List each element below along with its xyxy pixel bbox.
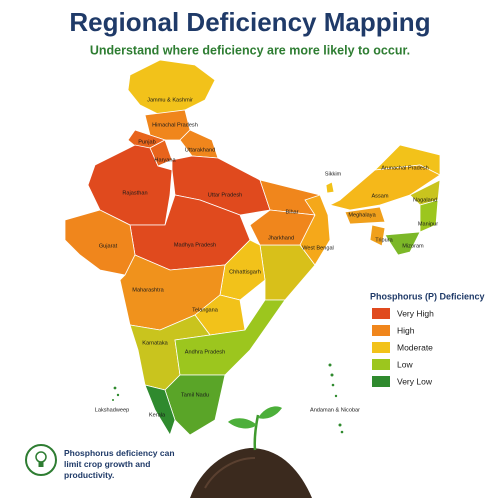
note-text: Phosphorus deficiency can limit crop gro…	[64, 448, 175, 480]
state-label: Chhattisgarh	[229, 269, 261, 275]
legend-label: Very Low	[397, 376, 433, 386]
state-label: Andaman & Nicobar	[310, 407, 360, 413]
regions: Jammu & Kashmir Himachal Pradesh Punjab Har…	[64, 59, 441, 436]
state-region	[325, 181, 335, 194]
state-region	[144, 384, 176, 436]
state-label: Jharkhand	[268, 235, 294, 241]
state-label: Tamil Nadu	[181, 392, 209, 398]
state-region	[171, 155, 271, 216]
state-label: Madhya Pradesh	[174, 242, 216, 248]
state-region	[87, 144, 173, 226]
legend-box	[364, 286, 490, 392]
state-label: Karnataka	[142, 340, 168, 346]
state-region	[419, 199, 439, 233]
state-region	[369, 224, 386, 247]
state-label: Meghalaya	[348, 212, 376, 218]
state-label: Lakshadweep	[95, 407, 130, 413]
state-region	[299, 194, 331, 266]
legend-swatch	[372, 359, 390, 370]
legend-label: Low	[397, 359, 413, 369]
state-region	[179, 129, 219, 159]
legend-swatch	[372, 325, 390, 336]
state-label: Bihar	[285, 209, 298, 215]
legend: Phosphorus (P) Deficiency Very High High Mo…	[364, 286, 490, 392]
legend-swatch	[372, 342, 390, 353]
state-label: Uttar Pradesh	[208, 192, 243, 198]
state-region	[384, 231, 421, 256]
state-label: Sikkim	[325, 171, 342, 177]
legend-swatch	[372, 308, 390, 319]
note-icon	[25, 444, 57, 476]
state-label: Assam	[371, 193, 388, 199]
state-region	[164, 374, 226, 436]
state-label: Himachal Pradesh	[152, 122, 198, 128]
state-label: Arunachal Pradesh	[381, 165, 429, 171]
legend-label: Very High	[397, 308, 434, 318]
state-label: Nagaland	[413, 197, 437, 203]
title: Regional Deficiency Mapping	[69, 7, 430, 37]
state-label: Rajasthan	[122, 190, 147, 196]
islands	[112, 363, 344, 434]
state-label: Maharashtra	[132, 287, 164, 293]
state-region	[127, 59, 216, 116]
state-label: West Bengal	[302, 245, 334, 251]
legend-swatch	[372, 376, 390, 387]
seedling	[190, 406, 312, 498]
state-label: Kerala	[149, 412, 166, 418]
state-label: Mizoram	[402, 243, 424, 249]
state-label: Telangana	[192, 307, 219, 313]
state-label: Andhra Pradesh	[185, 349, 225, 355]
state-label: Punjab	[138, 139, 155, 145]
state-label: Haryana	[154, 157, 176, 163]
state-label: Gujarat	[99, 243, 118, 249]
legend-label: High	[397, 325, 415, 335]
subtitle: Understand where deficiency are more lik…	[90, 43, 410, 57]
legend-label: Moderate	[397, 342, 433, 352]
state-label: Jammu & Kashmir	[147, 97, 193, 103]
state-label: Uttarakhand	[185, 147, 215, 153]
state-label: Tripura	[375, 237, 393, 243]
state-region	[344, 206, 386, 225]
legend-title: Phosphorus (P) Deficiency	[370, 291, 485, 301]
state-label: Manipur	[418, 221, 438, 227]
